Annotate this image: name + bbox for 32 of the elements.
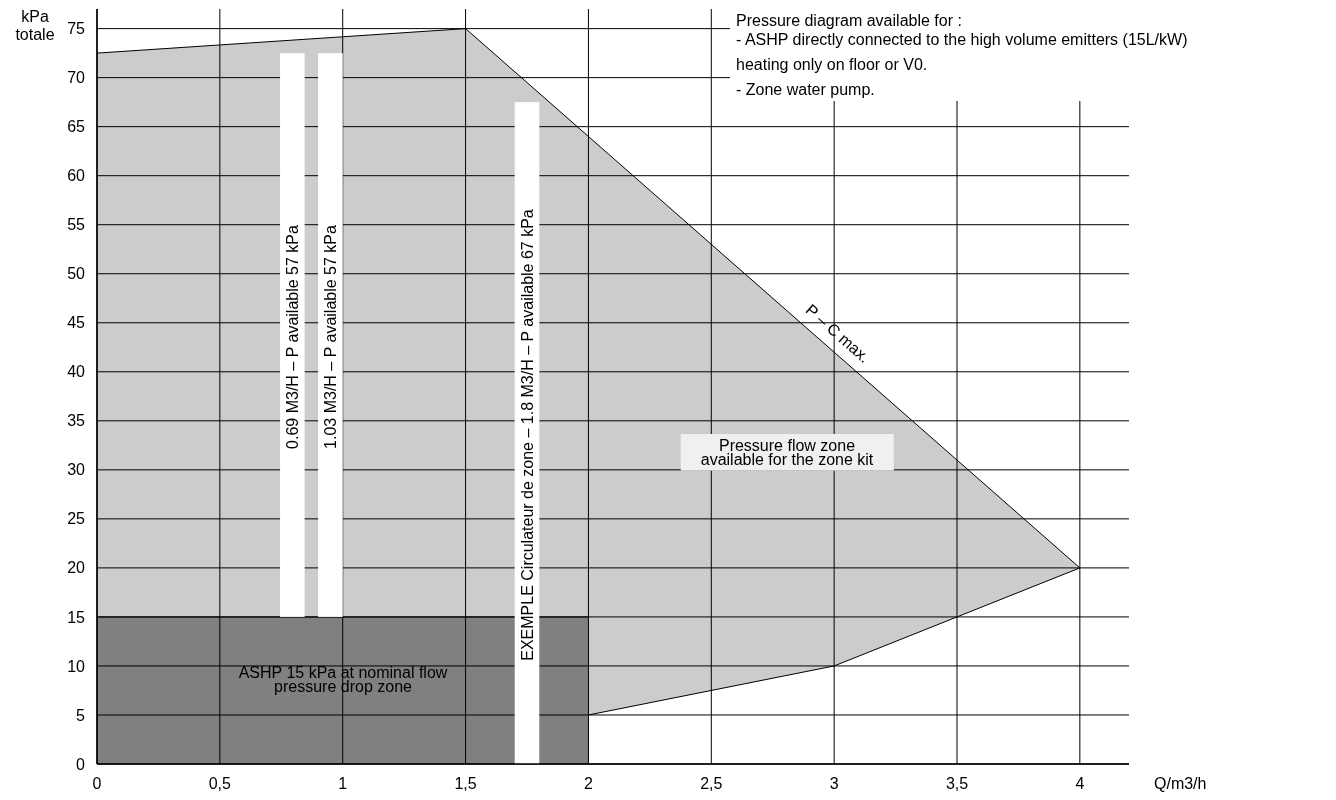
- annotation: 1.03 M3/H – P available 57 kPa: [322, 224, 340, 449]
- y-tick-label: 20: [67, 559, 86, 577]
- annotation: Pressure flow zone available for the zone kit: [700, 437, 874, 468]
- y-tick-label: 65: [67, 118, 86, 136]
- annotation: Pressure diagram available for : - ASHP directly connected to the high volume emitters (15L/kW) heating only on floor or V0. - Zone water pump.: [736, 11, 1188, 98]
- y-tick-label: 15: [67, 608, 86, 626]
- x-tick-label: 3: [829, 775, 839, 792]
- x-tick-label: 2: [583, 775, 593, 792]
- x-tick-label: 1,5: [454, 775, 477, 792]
- x-tick-label: 1: [338, 775, 348, 792]
- y-tick-label: 30: [67, 461, 86, 479]
- y-tick-label: 35: [67, 412, 86, 430]
- y-tick-label: 70: [67, 69, 86, 87]
- y-tick-label: 40: [67, 363, 86, 381]
- x-tick-label: 3,5: [945, 775, 969, 792]
- x-tick-label: 4: [1075, 775, 1085, 792]
- y-axis-title: kPa totale: [15, 8, 55, 43]
- y-tick-label: 45: [67, 314, 86, 332]
- y-tick-label: 0: [76, 755, 86, 773]
- y-tick-label: 25: [67, 510, 86, 528]
- x-tick-label: 2,5: [700, 775, 723, 792]
- y-tick-label: 55: [67, 216, 86, 234]
- annotation: 0.69 M3/H – P available 57 kPa: [283, 224, 301, 449]
- y-tick-label: 50: [67, 265, 86, 283]
- y-tick-label: 5: [76, 706, 86, 724]
- annotation: EXEMPLE Circulateur de zone – 1.8 M3/H – P available 67 kPa: [518, 209, 536, 661]
- y-tick-label: 10: [67, 657, 86, 675]
- y-tick-label: 60: [67, 167, 86, 185]
- x-axis-title: Q/m3/h: [1154, 775, 1207, 792]
- x-tick-label: 0,5: [208, 775, 232, 792]
- x-tick-label: 0: [92, 775, 102, 792]
- y-tick-label: 75: [67, 20, 86, 38]
